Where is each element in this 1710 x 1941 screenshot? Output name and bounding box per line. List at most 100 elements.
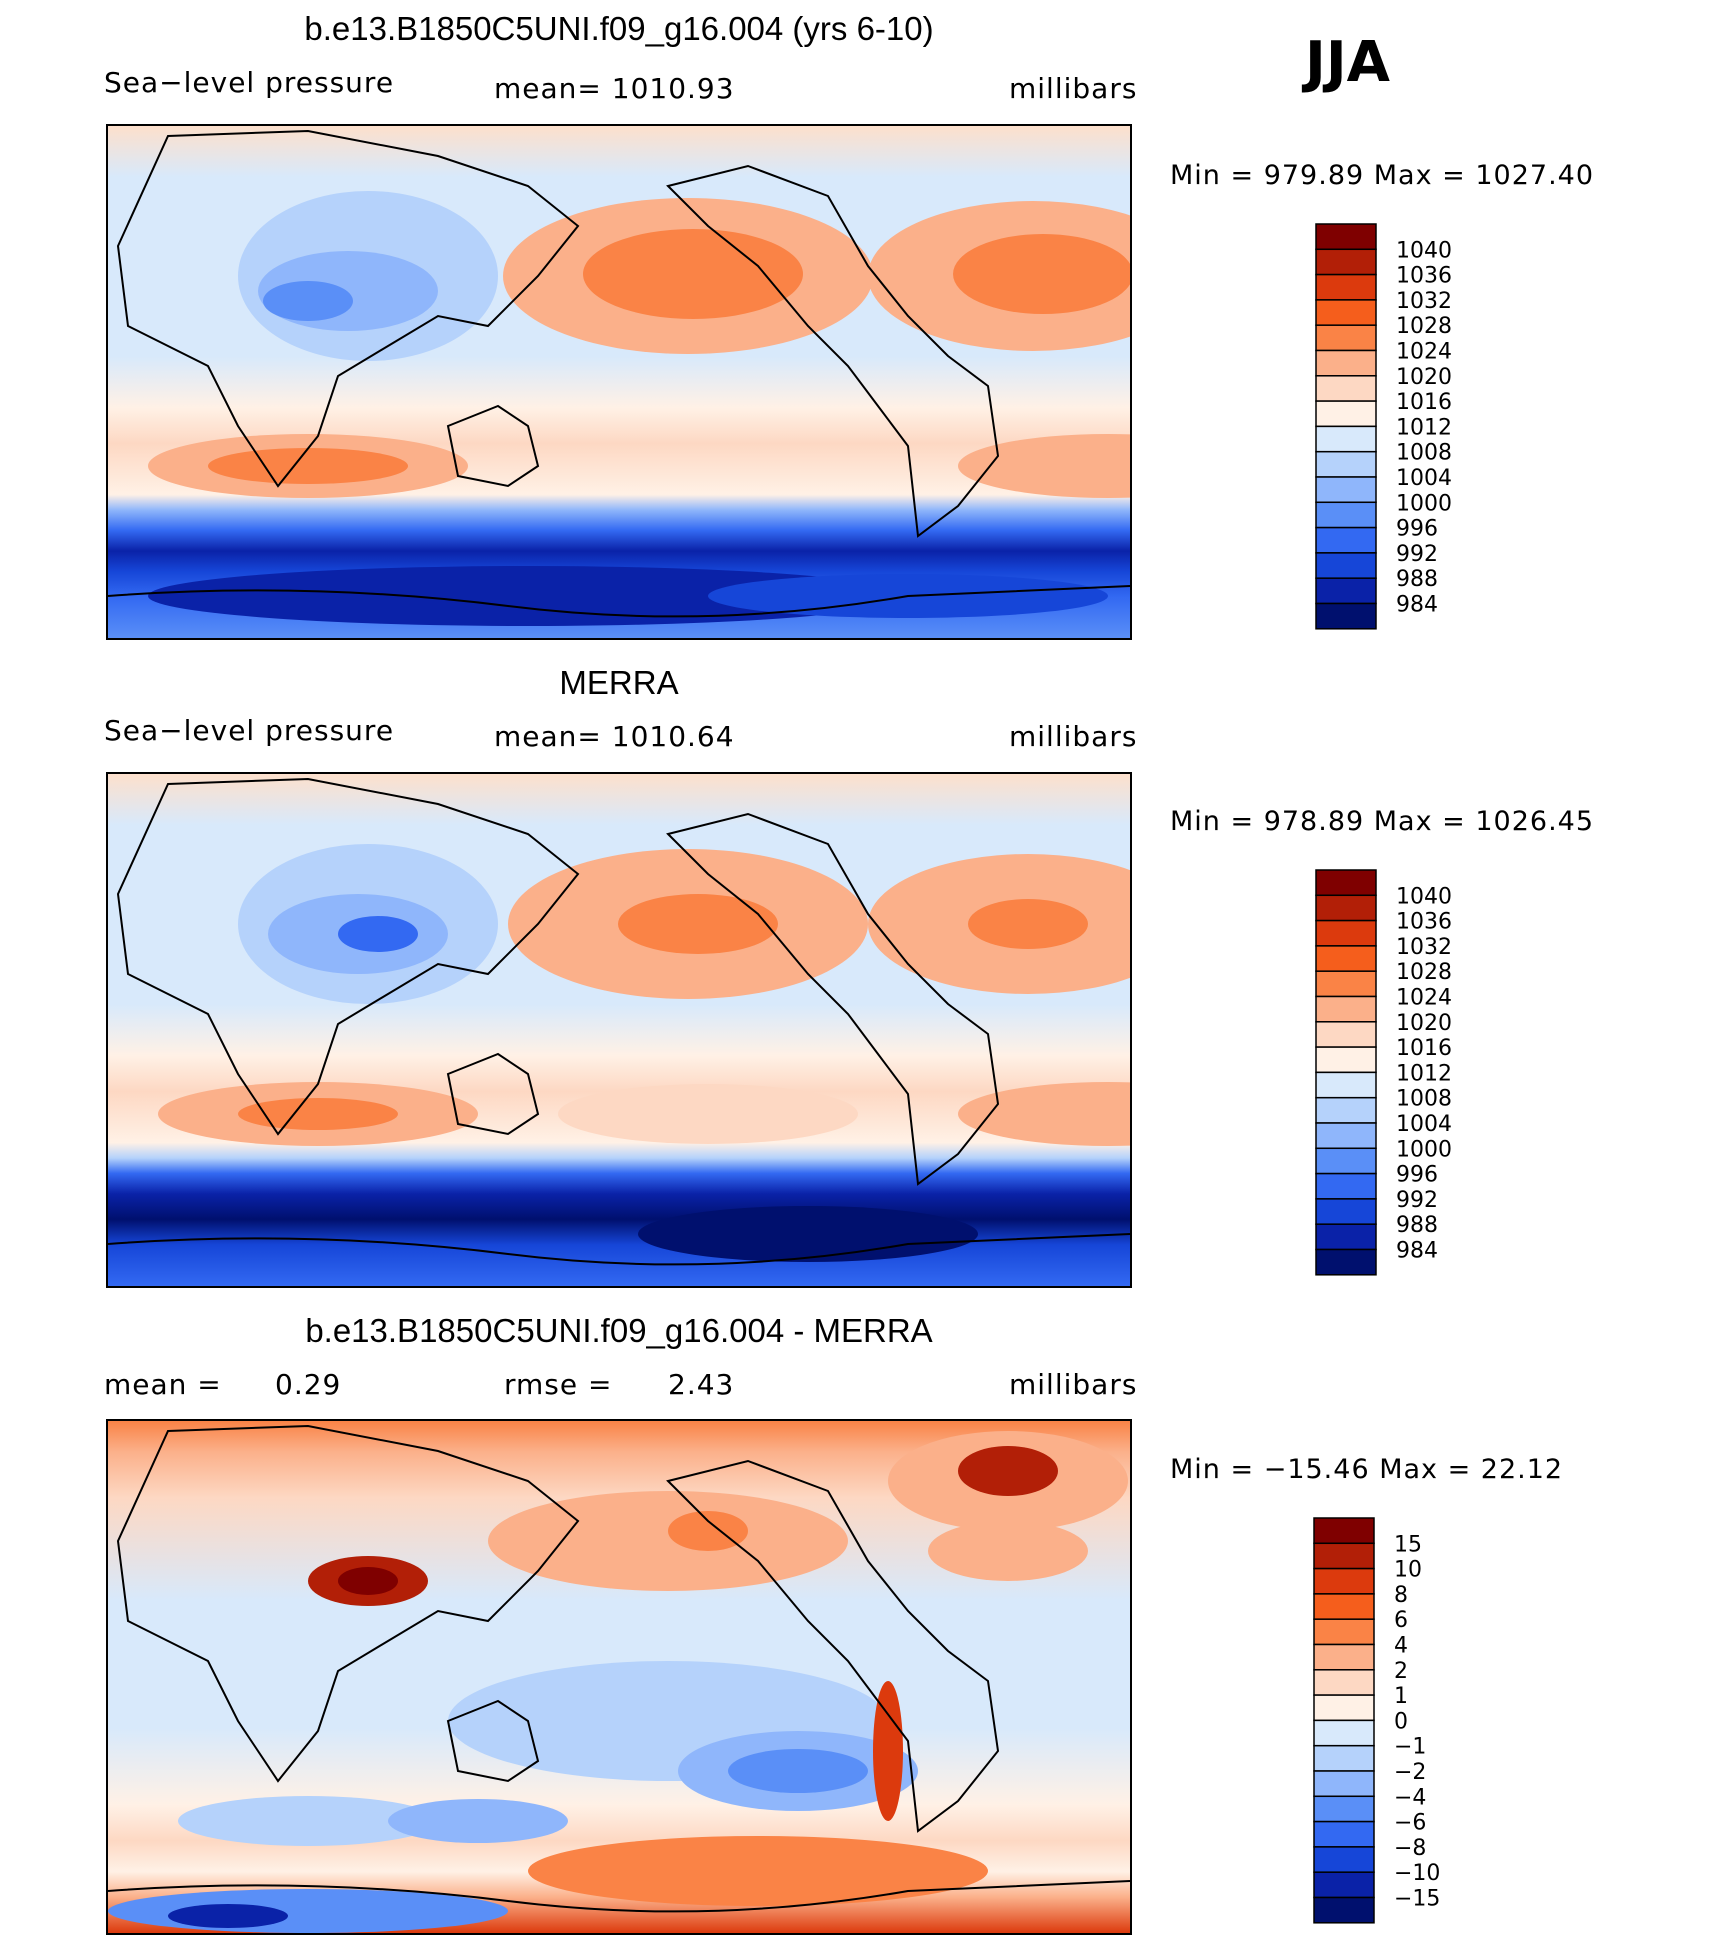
colorbar-swatch — [1315, 425, 1377, 453]
panel3-rmse-label: rmse = — [504, 1368, 613, 1401]
colorbar-swatch — [1313, 1669, 1375, 1696]
panel3-map — [106, 1419, 1132, 1935]
colorbar-label: 1004 — [1396, 466, 1452, 491]
colorbar-swatch — [1313, 1719, 1375, 1747]
colorbar-label: 0 — [1394, 1709, 1408, 1734]
panel2-map-svg — [108, 774, 1130, 1286]
colorbar-swatch — [1315, 1046, 1377, 1074]
colorbar-swatch — [1315, 450, 1377, 478]
colorbar-swatch — [1315, 945, 1377, 972]
panel2-title: MERRA — [559, 664, 679, 701]
panel3-mean-label: mean = — [104, 1368, 222, 1401]
colorbar-label: 1004 — [1396, 1112, 1452, 1137]
season-label: JJA — [1305, 30, 1391, 95]
colorbar-label: 988 — [1396, 567, 1438, 592]
colorbar-swatch — [1315, 1223, 1377, 1251]
colorbar-swatch — [1315, 501, 1377, 529]
panel1-minmax: Min = 979.89 Max = 1027.40 — [1170, 160, 1595, 191]
colorbar-label: 1008 — [1396, 441, 1452, 466]
panel2-mean: mean= 1010.64 — [494, 720, 735, 753]
colorbar-swatch — [1315, 1172, 1377, 1200]
panel2-map — [106, 772, 1132, 1288]
colorbar-label: 8 — [1394, 1583, 1408, 1608]
panel3-units: millibars — [1009, 1368, 1138, 1401]
colorbar-swatch — [1313, 1593, 1375, 1620]
colorbar-swatch — [1315, 1122, 1377, 1150]
colorbar-swatch — [1313, 1770, 1375, 1798]
panel2-colorbar: 1040103610321028102410201016101210081004… — [1315, 869, 1452, 1276]
colorbar-label: 988 — [1396, 1213, 1438, 1238]
colorbar-swatch — [1315, 375, 1377, 402]
colorbar-swatch — [1315, 552, 1377, 579]
colorbar-label: 15 — [1394, 1532, 1422, 1557]
colorbar-label: 6 — [1394, 1608, 1408, 1633]
panel1-map — [106, 124, 1132, 640]
colorbar-swatch — [1313, 1643, 1375, 1671]
colorbar-swatch — [1313, 1694, 1375, 1722]
panel2-minmax: Min = 978.89 Max = 1026.45 — [1170, 806, 1595, 837]
panel3-minmax: Min = −15.46 Max = 22.12 — [1170, 1454, 1564, 1485]
colorbar-label: 996 — [1396, 1163, 1438, 1188]
colorbar-label: 1016 — [1396, 1036, 1452, 1061]
colorbar-label: 984 — [1396, 593, 1438, 618]
colorbar-label: 984 — [1396, 1239, 1438, 1264]
colorbar-swatch — [1313, 1744, 1375, 1772]
panel1-mean: mean= 1010.93 — [494, 72, 735, 105]
colorbar-label: 1020 — [1396, 365, 1452, 390]
colorbar-swatch — [1313, 1896, 1375, 1924]
colorbar-label: 4 — [1394, 1634, 1408, 1659]
colorbar-swatch — [1313, 1846, 1375, 1873]
panel3-title: b.e13.B1850C5UNI.f09_g16.004 - MERRA — [305, 1312, 933, 1349]
colorbar-swatch — [1315, 223, 1377, 251]
colorbar-swatch — [1315, 1248, 1377, 1276]
colorbar-label: −4 — [1394, 1785, 1426, 1810]
colorbar-swatch — [1315, 400, 1377, 428]
colorbar-swatch — [1313, 1517, 1375, 1545]
panel3-map-svg — [108, 1421, 1130, 1933]
colorbar-swatch — [1315, 602, 1377, 630]
colorbar-label: 1036 — [1396, 910, 1452, 935]
colorbar-label: −2 — [1394, 1760, 1426, 1785]
colorbar-swatch — [1313, 1820, 1375, 1848]
colorbar-swatch — [1315, 526, 1377, 554]
colorbar-swatch — [1315, 1071, 1377, 1099]
colorbar-label: 1012 — [1396, 1061, 1452, 1086]
colorbar-swatch — [1315, 299, 1377, 326]
colorbar-label: 1016 — [1396, 390, 1452, 415]
colorbar-swatch — [1315, 324, 1377, 352]
colorbar-swatch — [1315, 970, 1377, 998]
panel2-variable: Sea−level pressure — [104, 714, 395, 747]
colorbar-swatch — [1315, 919, 1377, 947]
colorbar-label: 1 — [1394, 1684, 1408, 1709]
colorbar-swatch — [1315, 349, 1377, 377]
colorbar-label: 1028 — [1396, 314, 1452, 339]
colorbar-swatch — [1313, 1618, 1375, 1646]
colorbar-label: 1028 — [1396, 960, 1452, 985]
colorbar-label: 1040 — [1396, 884, 1452, 909]
panel3-mean-value: 0.29 — [275, 1368, 342, 1401]
colorbar-swatch — [1313, 1542, 1375, 1570]
colorbar-swatch — [1315, 995, 1377, 1023]
panel1-title: b.e13.B1850C5UNI.f09_g16.004 (yrs 6-10) — [304, 10, 934, 47]
colorbar-label: 2 — [1394, 1659, 1408, 1684]
colorbar-swatch — [1315, 1198, 1377, 1225]
colorbar-label: 1032 — [1396, 935, 1452, 960]
panel1-units: millibars — [1009, 72, 1138, 105]
colorbar-label: 1020 — [1396, 1011, 1452, 1036]
colorbar-swatch — [1313, 1567, 1375, 1595]
colorbar-label: 1000 — [1396, 1137, 1452, 1162]
colorbar-label: 992 — [1396, 542, 1438, 567]
colorbar-swatch — [1315, 273, 1377, 301]
colorbar-swatch — [1315, 869, 1377, 897]
colorbar-label: 1008 — [1396, 1087, 1452, 1112]
colorbar-swatch — [1315, 1147, 1377, 1175]
colorbar-label: 1000 — [1396, 491, 1452, 516]
colorbar-swatch — [1315, 1021, 1377, 1048]
colorbar-label: 1024 — [1396, 340, 1452, 365]
colorbar-swatch — [1313, 1795, 1375, 1823]
panel1-map-svg — [108, 126, 1130, 638]
colorbar-label: −15 — [1394, 1887, 1440, 1912]
colorbar-label: 992 — [1396, 1188, 1438, 1213]
panel3-rmse-value: 2.43 — [668, 1368, 735, 1401]
